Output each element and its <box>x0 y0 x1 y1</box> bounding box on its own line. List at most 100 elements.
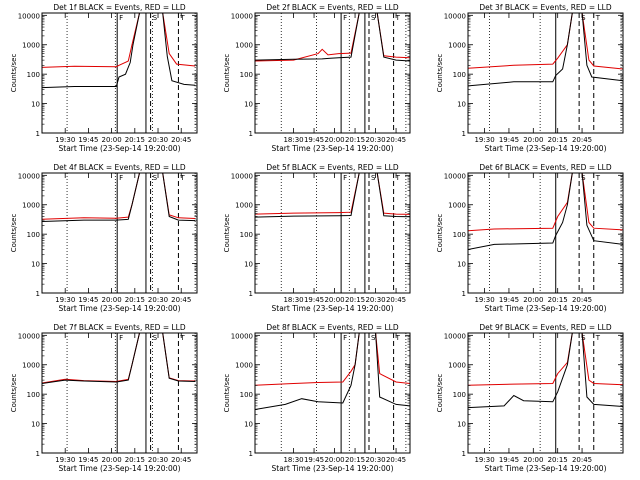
y-tick-label: 1000 <box>235 42 253 50</box>
flag-label: T <box>179 174 185 182</box>
flag-label: T <box>595 334 601 342</box>
y-tick-label: 10000 <box>231 172 253 180</box>
y-tick-label: 1000 <box>22 202 40 210</box>
x-tick-label: 20:45 <box>386 296 406 304</box>
x-tick-label: 20:30 <box>148 296 168 304</box>
flag-label: F <box>119 174 123 182</box>
y-axis-label: Counts/sec <box>436 54 444 93</box>
y-tick-label: 1 <box>249 290 253 298</box>
plot-frame <box>467 172 624 294</box>
y-tick-label: 10000 <box>231 332 253 340</box>
marker-lines <box>489 13 622 133</box>
panel-title: Det 2f BLACK = Events, RED = LLD <box>266 3 399 12</box>
x-tick-label: 20:45 <box>572 136 592 144</box>
panel-det-5: 1 10 100 1000 10000 18:30 19:45 20:00 20:15 20:30… <box>223 163 411 313</box>
plot-frame <box>41 12 198 134</box>
x-tick-label: 20:45 <box>171 296 191 304</box>
series-group <box>468 173 623 250</box>
y-tick-label: 1 <box>36 130 40 138</box>
y-tick-label: 1 <box>249 130 253 138</box>
x-tick-label: 20:15 <box>125 136 145 144</box>
flag-label: T <box>179 14 185 22</box>
x-axis-label: Start Time (23-Sep-14 19:20:00) <box>59 464 181 473</box>
marker-lines <box>66 333 196 453</box>
y-tick-label: 10000 <box>444 332 466 340</box>
x-tick-label: 20:00 <box>102 456 122 464</box>
flag-label: F <box>119 334 123 342</box>
y-tick-label: 1 <box>36 290 40 298</box>
x-tick-label: 20:45 <box>171 136 191 144</box>
x-tick-label: 19:30 <box>474 296 494 304</box>
x-tick-label: 20:15 <box>345 136 365 144</box>
x-axis-label: Start Time (23-Sep-14 19:20:00) <box>485 144 607 153</box>
x-tick-label: 18:30 <box>283 456 303 464</box>
flag-label: S <box>153 174 158 182</box>
y-tick-label: 100 <box>240 231 253 239</box>
series-line-events <box>468 333 623 409</box>
x-tick-label: 20:45 <box>572 456 592 464</box>
y-tick-label: 100 <box>240 71 253 79</box>
y-tick-label: 10000 <box>444 12 466 20</box>
flag-label: T <box>179 334 185 342</box>
plot-frame <box>467 12 624 134</box>
x-tick-label: 20:45 <box>386 136 406 144</box>
plot-frame <box>254 172 411 294</box>
y-axis-label: Counts/sec <box>10 374 18 413</box>
x-tick-label: 19:45 <box>499 136 519 144</box>
marker-lines <box>280 13 407 133</box>
x-tick-label: 20:15 <box>125 456 145 464</box>
y-tick-label: 100 <box>453 71 466 79</box>
y-tick-label: 1 <box>36 450 40 458</box>
y-tick-label: 10 <box>31 101 40 109</box>
panel-title: Det 4f BLACK = Events, RED = LLD <box>53 163 186 172</box>
y-axis-label: Counts/sec <box>223 54 231 93</box>
x-tick-label: 20:30 <box>365 136 385 144</box>
panel-det-3: 1 10 100 1000 10000 19:30 19:45 20:00 20:15 20:45… <box>436 3 624 153</box>
x-axis-label: Start Time (23-Sep-14 19:20:00) <box>59 144 181 153</box>
y-axis-label: Counts/sec <box>223 374 231 413</box>
y-tick-label: 10000 <box>18 12 40 20</box>
y-tick-label: 1000 <box>22 42 40 50</box>
x-tick-label: 19:45 <box>78 136 98 144</box>
x-axis-label: Start Time (23-Sep-14 19:20:00) <box>272 144 394 153</box>
y-tick-label: 10 <box>31 261 40 269</box>
panel-det-4: 1 10 100 1000 10000 19:30 19:45 20:00 20:15 20:30… <box>10 163 198 313</box>
plot-frame <box>41 172 198 294</box>
y-tick-label: 10000 <box>18 332 40 340</box>
y-tick-label: 100 <box>453 391 466 399</box>
x-tick-label: 20:15 <box>548 456 568 464</box>
y-tick-label: 100 <box>27 391 40 399</box>
x-tick-label: 19:45 <box>304 136 324 144</box>
panel-det-9: 1 10 100 1000 10000 19:30 19:45 20:00 20:15 20:45… <box>436 323 624 473</box>
series-group <box>42 333 196 384</box>
series-line-lld <box>255 333 410 386</box>
y-tick-label: 10 <box>244 421 253 429</box>
marker-lines <box>66 13 196 133</box>
y-tick-label: 1 <box>462 130 466 138</box>
series-group <box>42 13 196 89</box>
y-tick-label: 10 <box>244 261 253 269</box>
x-tick-label: 19:30 <box>55 456 75 464</box>
y-tick-label: 1000 <box>235 362 253 370</box>
series-group <box>468 333 623 409</box>
x-tick-label: 19:45 <box>304 296 324 304</box>
series-group <box>255 173 410 218</box>
x-tick-label: 18:30 <box>283 136 303 144</box>
x-tick-label: 19:45 <box>499 456 519 464</box>
flag-label: S <box>153 334 158 342</box>
series-line-events <box>468 13 623 87</box>
panel-det-2: 1 10 100 1000 10000 18:30 19:45 20:00 20:15 20:30… <box>223 3 411 153</box>
y-axis-label: Counts/sec <box>223 214 231 253</box>
panel-title: Det 8f BLACK = Events, RED = LLD <box>266 323 399 332</box>
y-tick-label: 100 <box>453 231 466 239</box>
x-tick-label: 20:15 <box>125 296 145 304</box>
y-tick-label: 10 <box>31 421 40 429</box>
plot-frame <box>254 12 411 134</box>
x-axis-label: Start Time (23-Sep-14 19:20:00) <box>485 304 607 313</box>
x-tick-label: 19:45 <box>304 456 324 464</box>
panel-det-6: 1 10 100 1000 10000 19:30 19:45 20:00 20:15 20:45… <box>436 163 624 313</box>
plot-frame <box>467 332 624 454</box>
flag-label: T <box>395 174 401 182</box>
